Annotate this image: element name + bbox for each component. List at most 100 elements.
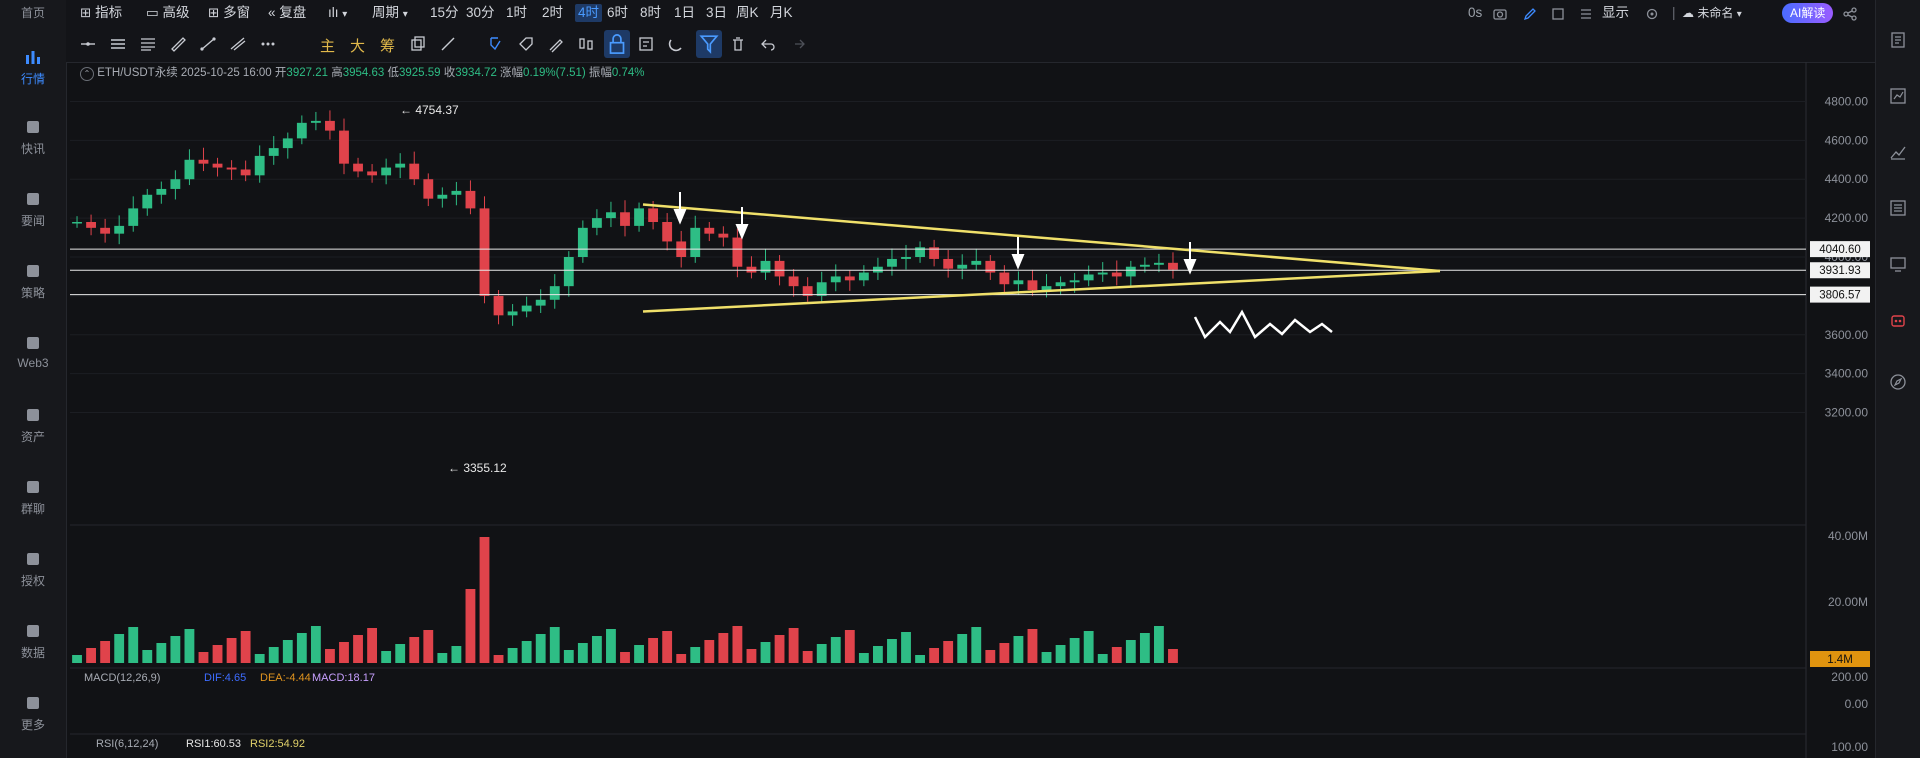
interval-4[interactable]: 4时: [575, 4, 603, 22]
advanced-button[interactable]: ▭ 高级: [146, 5, 190, 20]
volume-bar: [704, 640, 715, 663]
ruler-icon[interactable]: [168, 34, 188, 54]
candle-body: [606, 212, 616, 219]
candle-body: [381, 167, 392, 176]
nav-item-grid[interactable]: 更多: [0, 694, 66, 733]
channel-icon[interactable]: [138, 34, 158, 54]
chip-tool[interactable]: 筹: [380, 38, 396, 55]
tag-icon[interactable]: [516, 34, 536, 54]
interval-6[interactable]: 8时: [640, 5, 662, 20]
candle-body: [86, 222, 96, 228]
candle-body: [830, 276, 841, 283]
layout-icon[interactable]: [1550, 5, 1566, 23]
volume-bar: [170, 636, 181, 663]
interval-2[interactable]: 1时: [506, 5, 528, 20]
candle-body: [310, 120, 321, 123]
ai-interpret-button[interactable]: AI解读: [1782, 3, 1834, 23]
candle-compare-icon[interactable]: [576, 34, 596, 54]
pen-icon[interactable]: [1522, 5, 1538, 23]
document-icon[interactable]: [1888, 30, 1908, 50]
candle-body: [479, 208, 490, 296]
redo-icon[interactable]: [788, 34, 808, 54]
chevron-down-icon: ▾: [1736, 9, 1742, 20]
y-tick-label: 4400.00: [1825, 172, 1869, 186]
camera-icon[interactable]: [1492, 5, 1508, 23]
nav-item-data[interactable]: 数据: [0, 622, 66, 661]
main-force-tool[interactable]: 主: [320, 38, 336, 55]
monitor-icon[interactable]: [1888, 254, 1908, 274]
candle-body: [184, 159, 195, 180]
candle-body: [100, 227, 111, 234]
list-settings-icon[interactable]: [1578, 5, 1594, 23]
interval-0[interactable]: 15分: [430, 5, 459, 20]
trend-icon[interactable]: [1888, 142, 1908, 162]
candle-body: [704, 227, 715, 234]
replay-button[interactable]: « 复盘: [268, 5, 307, 20]
trend-line-icon[interactable]: [198, 34, 218, 54]
copy-icon[interactable]: [408, 34, 428, 54]
change-value: 0.19%(7.51): [523, 67, 586, 79]
nav-item-chat[interactable]: 群聊: [0, 478, 66, 517]
big-order-tool[interactable]: 大: [350, 38, 366, 55]
interval-10[interactable]: 月K: [770, 5, 793, 20]
select-tool-icon[interactable]: [486, 34, 506, 54]
period-dropdown[interactable]: 周期 ▾: [372, 5, 408, 20]
volume-bar: [339, 642, 349, 663]
rsi1-value: RSI1:60.53: [186, 738, 241, 750]
candle-body: [367, 171, 378, 176]
nav-item-wallet[interactable]: 资产: [0, 406, 66, 445]
volume-bar: [563, 650, 574, 663]
multi-window-button[interactable]: ⊞ 多窗: [208, 5, 251, 20]
candle-body: [760, 260, 771, 273]
note-icon[interactable]: [636, 34, 656, 54]
trash-icon[interactable]: [728, 34, 748, 54]
horizontal-line-icon[interactable]: [78, 34, 98, 54]
interval-1[interactable]: 30分: [466, 5, 495, 20]
display-button[interactable]: 显示: [1602, 5, 1629, 20]
volume-current-box: [1810, 651, 1870, 667]
lock-drawing-icon[interactable]: [604, 30, 630, 58]
robot-icon[interactable]: [1888, 310, 1908, 330]
level-label-box: [1810, 262, 1870, 279]
interval-8[interactable]: 3日: [706, 5, 728, 20]
layout-name-dropdown[interactable]: ☁ 未命名 ▾: [1682, 6, 1742, 20]
parallel-lines-icon[interactable]: [108, 34, 128, 54]
nav-item-bar-chart[interactable]: 行情: [0, 48, 66, 87]
list-icon[interactable]: [1888, 198, 1908, 218]
price-chart[interactable]: 4800.004600.004400.004200.004000.003800.…: [70, 62, 1876, 758]
interval-3[interactable]: 2时: [542, 5, 564, 20]
volume-bar: [1139, 633, 1150, 663]
more-tools-icon[interactable]: [258, 34, 278, 54]
fib-icon[interactable]: [228, 34, 248, 54]
robot-icon: [27, 265, 39, 277]
nav-home[interactable]: 首页: [20, 6, 45, 20]
interval-9[interactable]: 周K: [736, 5, 759, 20]
undo-icon[interactable]: [758, 34, 778, 54]
gear-icon[interactable]: [1644, 5, 1660, 23]
candle-body: [971, 260, 982, 265]
nav-item-robot[interactable]: 策略: [0, 262, 66, 301]
eraser-icon[interactable]: [438, 34, 458, 54]
low-marker: ← 3355.12: [448, 461, 507, 475]
nav-item-document[interactable]: 要闻: [0, 190, 66, 229]
nav-item-key[interactable]: 授权: [0, 550, 66, 589]
volume-bar: [957, 634, 968, 663]
indicator-button[interactable]: ⊞ 指标: [80, 5, 123, 20]
macd-tick: 200.00: [1831, 670, 1868, 684]
filter-icon[interactable]: [696, 30, 722, 58]
brush-icon[interactable]: [546, 34, 566, 54]
volume-bar: [493, 655, 504, 663]
candle-body: [816, 282, 827, 296]
collapse-icon[interactable]: ⌃: [80, 67, 94, 81]
nav-item-web3[interactable]: Web3: [0, 334, 66, 370]
share-icon[interactable]: [1842, 5, 1858, 23]
chart-box-icon[interactable]: [1888, 86, 1908, 106]
compass-icon[interactable]: [1888, 372, 1908, 392]
candle-body: [872, 266, 883, 273]
interval-5[interactable]: 6时: [607, 5, 629, 20]
magnet-icon[interactable]: [666, 34, 686, 54]
volume-bar: [1069, 638, 1080, 663]
nav-item-news-flash[interactable]: 快讯: [0, 118, 66, 157]
chart-type-button[interactable]: ılı ▾: [328, 4, 347, 22]
interval-7[interactable]: 1日: [674, 5, 696, 20]
